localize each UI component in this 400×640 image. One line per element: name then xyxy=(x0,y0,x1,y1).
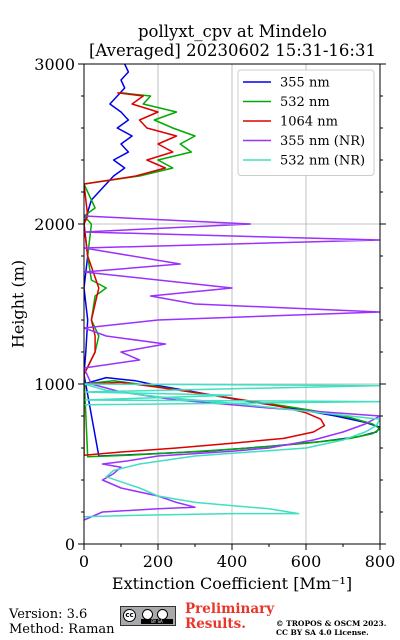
preliminary-line-1: Preliminary xyxy=(185,602,274,617)
y-tick-label: 0 xyxy=(65,535,75,554)
x-tick-label: 600 xyxy=(291,552,322,571)
copyright-line-2: CC BY SA 4.0 License. xyxy=(276,628,386,637)
legend-label: 355 nm xyxy=(280,76,330,91)
legend-label: 1064 nm xyxy=(280,115,338,130)
version-text: Version: 3.6 xyxy=(9,607,87,622)
legend-label: 532 nm (NR) xyxy=(280,154,365,169)
x-axis-label: Extinction Coefficient [Mm⁻¹] xyxy=(84,574,380,593)
x-tick-label: 0 xyxy=(79,552,89,571)
legend-label: 355 nm (NR) xyxy=(280,134,365,149)
cc-license-logo: cc BY SA xyxy=(120,606,176,626)
copyright-line-1: © TROPOS & OSCM 2023. xyxy=(276,619,386,628)
x-tick-label: 800 xyxy=(365,552,396,571)
y-axis-label: Height (m) xyxy=(9,260,28,348)
cc-license-label: BY SA xyxy=(141,619,173,624)
legend-label: 532 nm xyxy=(280,95,330,110)
x-tick-label: 400 xyxy=(217,552,248,571)
preliminary-line-2: Results. xyxy=(185,617,274,632)
copyright-note: © TROPOS & OSCM 2023. CC BY SA 4.0 Licen… xyxy=(276,619,386,637)
y-tick-label: 3000 xyxy=(34,55,75,74)
y-tick-label: 1000 xyxy=(34,375,75,394)
x-tick-label: 200 xyxy=(143,552,174,571)
y-tick-label: 2000 xyxy=(34,215,75,234)
method-text: Method: Raman xyxy=(9,622,115,637)
cc-icon: cc xyxy=(123,609,136,622)
preliminary-results-note: Preliminary Results. xyxy=(185,602,274,632)
